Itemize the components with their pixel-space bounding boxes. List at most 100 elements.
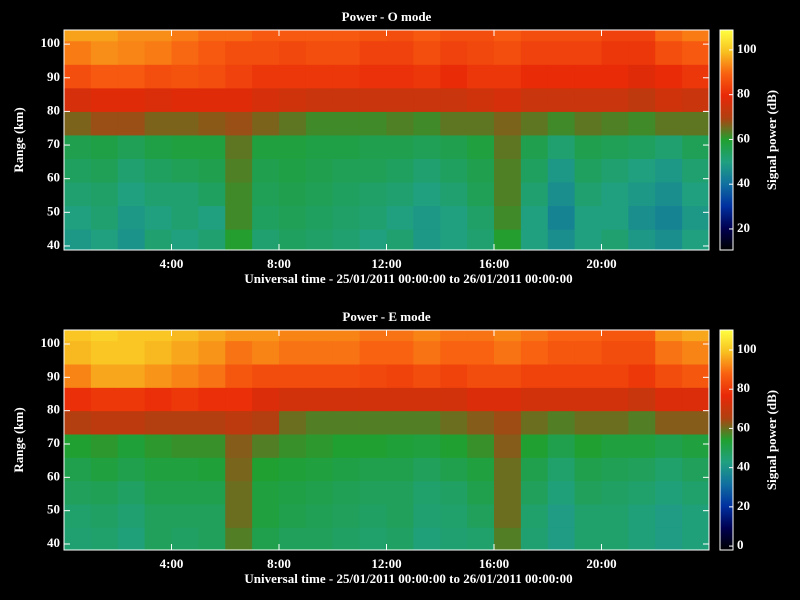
heatmap-cell [628,434,656,458]
y-tick-label: 100 [41,335,61,350]
heatmap-cell [90,30,119,42]
heatmap-cell [305,410,334,435]
heatmap-cell [601,134,629,160]
heatmap-cell [655,111,683,136]
heatmap-cell [198,480,226,505]
heatmap-cell [117,205,146,230]
heatmap-cell [64,387,92,412]
heatmap-cell [117,504,146,528]
heatmap-cell [547,134,576,160]
heatmap-cell [628,457,656,482]
heatmap-cell [386,434,414,458]
heatmap-cell [682,182,709,207]
heatmap-cell [305,30,334,42]
heatmap-cell [467,480,495,505]
heatmap-cell [682,457,709,482]
heatmap-cell [655,364,683,388]
heatmap-cell [279,134,307,160]
heatmap-cell [332,30,361,42]
y-tick-label: 50 [47,502,60,517]
colorbar-tick-label: 40 [737,459,750,474]
x-tick-label: 12:00 [371,256,401,271]
heatmap-cell [413,340,441,365]
heatmap-cell [117,40,146,65]
heatmap-cell [225,330,253,342]
heatmap-cell [467,330,495,342]
heatmap-cell [520,111,549,136]
heatmap-cell [440,182,468,207]
heatmap-cell [386,330,414,342]
heatmap-cell [225,504,253,528]
heatmap-cell [440,434,468,458]
x-tick-label: 16:00 [479,256,509,271]
heatmap-cell [547,30,576,42]
heatmap-cell [467,64,495,89]
heatmap-cell [682,364,709,388]
heatmap-cell [225,480,253,505]
heatmap-cell [64,30,92,42]
heatmap-cell [494,480,522,505]
heatmap-cell [305,182,334,207]
heatmap-cell [386,480,414,505]
heatmap-cell [601,410,629,435]
x-tick-label: 12:00 [371,556,401,571]
heatmap-cell [305,134,334,160]
heatmap-cell [279,158,307,183]
heatmap-cell [171,40,199,65]
heatmap-cell [520,134,549,160]
heatmap-cell [547,387,576,412]
heatmap-cell [359,504,387,528]
heatmap-cell [252,480,280,505]
heatmap-cell [359,480,387,505]
heatmap-cell [494,182,522,207]
heatmap-cell [547,205,576,230]
heatmap-cell [225,410,253,435]
heatmap-cell [64,410,92,435]
heatmap-cell [655,410,683,435]
colorbar-tick-label: 0 [737,537,744,552]
heatmap-cell [628,410,656,435]
heatmap-cell [440,229,468,250]
heatmap-cell [520,457,549,482]
heatmap-cell [574,40,602,65]
heatmap-cell [117,134,146,160]
heatmap-cell [198,410,226,435]
heatmap-cell [655,182,683,207]
heatmap-cell [90,158,119,183]
heatmap-cell [305,364,334,388]
heatmap-cell [682,387,709,412]
heatmap-cell [494,330,522,342]
heatmap-cell [682,527,709,550]
heatmap-cell [332,134,361,160]
heatmap-cell [279,330,307,342]
heatmap-cell [547,158,576,183]
y-tick-label: 80 [47,102,60,117]
heatmap-cell [413,229,441,250]
colorbar-label: Signal power (dB) [764,90,779,190]
colorbar-tick-label: 100 [737,341,757,356]
heatmap-cell [171,182,199,207]
heatmap-cell [386,229,414,250]
colorbar [719,29,734,251]
heatmap-cell [332,205,361,230]
heatmap-cell [117,330,146,342]
colorbar-tick-label: 60 [737,419,750,434]
heatmap-cell [64,330,92,342]
heatmap-cell [359,229,387,250]
heatmap-cell [117,340,146,365]
heatmap-cell [171,330,199,342]
y-axis-label: Range (km) [11,407,26,472]
heatmap-cell [90,111,119,136]
x-tick-label: 20:00 [586,256,616,271]
x-tick-label: 4:00 [160,556,184,571]
heatmap-cell [198,504,226,528]
heatmap-cell [494,387,522,412]
heatmap-cell [90,387,119,412]
heatmap-cell [520,40,549,65]
heatmap-cell [440,364,468,388]
heatmap-cell [386,87,414,112]
heatmap-cell [252,330,280,342]
heatmap-cell [386,40,414,65]
heatmap-cell [252,30,280,42]
heatmap-cell [64,480,92,505]
